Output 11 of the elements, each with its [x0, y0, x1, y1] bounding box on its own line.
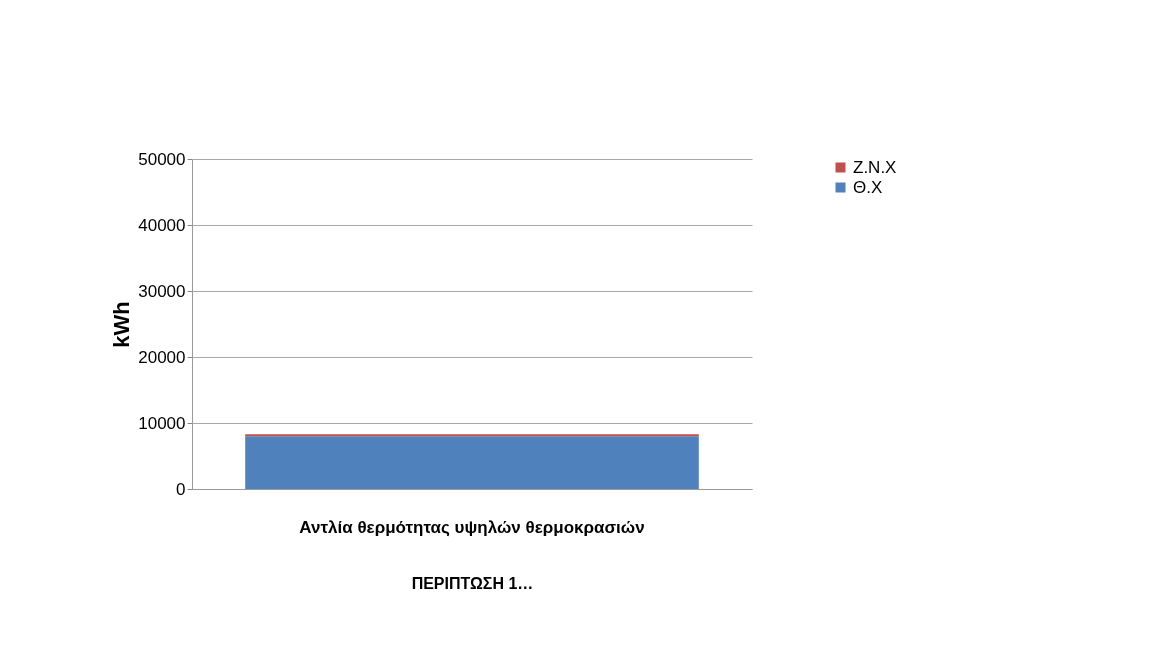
y-tick-label: 50000 — [138, 149, 186, 169]
y-tick-label: 0 — [176, 479, 186, 499]
y-tick-label: 40000 — [138, 215, 186, 235]
y-tick-label: 10000 — [138, 413, 186, 433]
legend-label: Θ.Χ — [853, 177, 883, 197]
y-tick-label: 20000 — [138, 347, 186, 367]
x-tick-label: Αντλία θερμότητας υψηλών θερμοκρασιών — [299, 517, 645, 537]
x-axis-title: ΠΕΡΙΠΤΩΣΗ 1… — [411, 574, 534, 592]
y-tick-label: 30000 — [138, 281, 186, 301]
y-axis-title: kWh — [109, 301, 135, 348]
legend-label: Z.N.X — [853, 157, 897, 177]
